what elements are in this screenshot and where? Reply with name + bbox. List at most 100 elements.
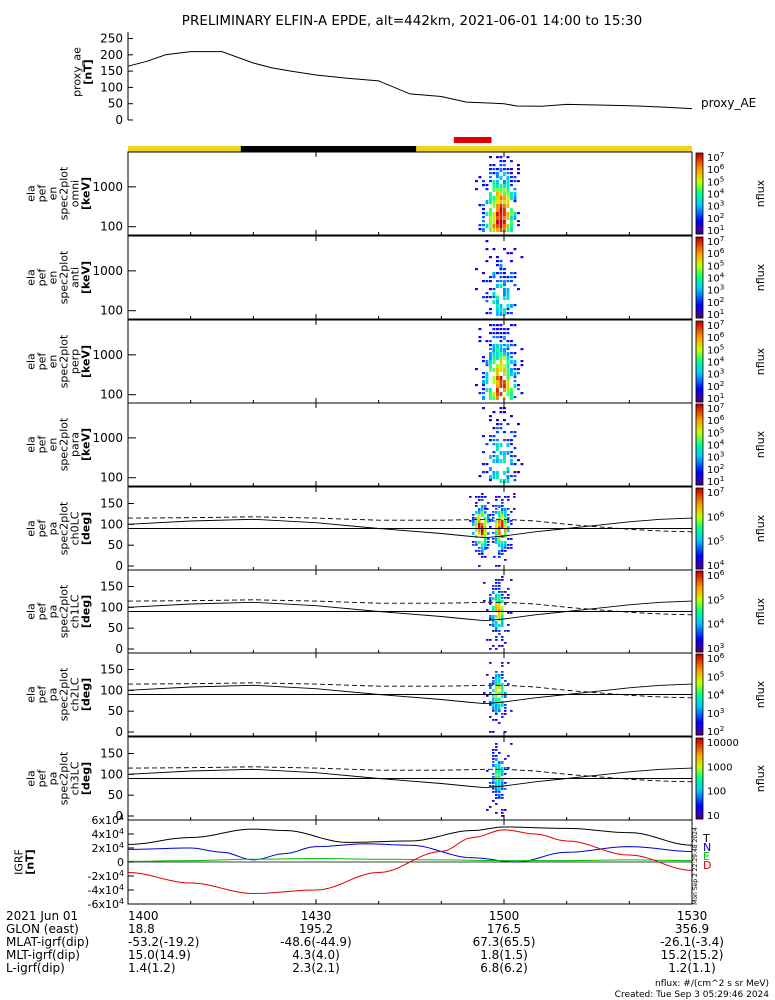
- colorbar-cell: [696, 315, 703, 319]
- spectrogram-cell: [492, 216, 496, 220]
- pitch-cell: [501, 550, 504, 552]
- spectrogram-cell: [499, 176, 503, 180]
- spectrogram-cell: [485, 300, 489, 303]
- colorbar-cell: [696, 500, 703, 503]
- loss-cone-line: [127, 600, 693, 622]
- pitch-cell: [507, 594, 510, 596]
- colorbar-cell: [696, 373, 703, 377]
- ephemeris-value: -48.6(-44.9): [280, 935, 351, 949]
- pitch-cell: [495, 565, 498, 567]
- spectrogram-cell: [489, 356, 492, 360]
- igrf-ytick-label: -2x104: [87, 869, 124, 883]
- pitch-cell: [507, 612, 510, 614]
- spectrogram-cell: [506, 328, 510, 331]
- colorbar-cell: [696, 391, 703, 395]
- spectrogram-cell: [496, 260, 499, 263]
- ephemeris-value: 2.3(2.1): [292, 961, 340, 975]
- ae-ytick-label: 150: [100, 64, 123, 78]
- pitch-cell: [498, 797, 501, 799]
- igrf-ytick-label: 4x104: [91, 827, 124, 841]
- spectrogram-cell: [499, 356, 503, 360]
- spectrogram-cell: [482, 376, 485, 379]
- spectrogram-cell: [517, 212, 520, 215]
- colorbar-cell: [696, 619, 703, 623]
- pitch-cell: [484, 526, 487, 529]
- panel-ylabel-line: ela: [25, 269, 38, 286]
- pitch-cell: [492, 588, 495, 590]
- pitch-cell: [498, 692, 501, 695]
- colorbar-cell: [696, 666, 703, 669]
- colorbar-cell: [696, 794, 703, 798]
- spectrogram-cell: [503, 164, 506, 167]
- colorbar-tick-label: 105: [707, 342, 724, 356]
- spectrogram-cell: [489, 180, 492, 183]
- spectrogram-cell: [503, 188, 506, 192]
- colorbar-tick-label: 103: [707, 641, 724, 655]
- colorbar-cell: [696, 808, 703, 812]
- pitch-cell: [504, 496, 507, 498]
- panel-ylabel-line: ela: [25, 353, 38, 370]
- spectrogram-cell: [510, 439, 513, 442]
- spectrogram-cell: [482, 435, 485, 438]
- pitch-cell: [495, 803, 498, 805]
- spectrogram-cell: [496, 443, 499, 447]
- pitch-cell: [478, 517, 481, 520]
- pitch-cell: [486, 508, 489, 510]
- spectrogram-cell: [489, 164, 492, 167]
- pitch-cell: [501, 600, 504, 603]
- pitch-ytick-label: 0: [115, 809, 123, 823]
- spectrogram-cell: [485, 200, 489, 204]
- pitch-cell: [501, 541, 504, 544]
- spectrogram-cell: [510, 168, 513, 171]
- spectrogram-cell: [489, 392, 492, 396]
- spectrogram-cell: [475, 188, 478, 191]
- colorbar-cell: [696, 684, 703, 687]
- pitch-cell: [501, 609, 504, 612]
- pitch-cell: [501, 520, 504, 523]
- colorbar-cell: [696, 323, 703, 326]
- colorbar-cell: [696, 688, 703, 691]
- colorbar-cell: [696, 436, 703, 439]
- spectrogram-cell: [513, 471, 517, 474]
- spectrogram-cell: [489, 364, 492, 368]
- colorbar-tick-label: 101: [707, 391, 724, 405]
- pitch-cell: [495, 788, 498, 791]
- pitch-cell: [475, 529, 478, 532]
- colorbar-tick-label: 105: [707, 592, 724, 606]
- spectrogram-cell: [506, 344, 510, 348]
- spectrogram-cell: [492, 459, 496, 463]
- colorbar-cell: [696, 213, 703, 217]
- ae-ytick-label: 100: [100, 80, 123, 94]
- spectrogram-cell: [482, 407, 485, 410]
- pitch-cell: [498, 770, 501, 773]
- spectrogram-cell: [517, 459, 520, 462]
- spectrogram-cell: [496, 156, 499, 159]
- spectrogram-cell: [492, 380, 496, 384]
- pitch-cell: [498, 680, 501, 683]
- pitch-cell: [492, 683, 495, 685]
- pitch-cell: [504, 544, 507, 547]
- panel-ylabel-line: en: [47, 355, 60, 369]
- ephemeris-value: 15.2(15.2): [661, 948, 724, 962]
- spectrogram-cell: [485, 380, 489, 384]
- panel-frame: [127, 319, 693, 404]
- spectrogram-cell: [475, 180, 478, 183]
- pitch-cell: [495, 680, 498, 683]
- pitch-cell: [492, 731, 495, 733]
- status-bar: [128, 137, 692, 152]
- spectrogram-cell: [485, 240, 489, 243]
- colorbar-frame: [695, 653, 704, 736]
- colorbar-cell: [696, 367, 703, 371]
- pitch-cell: [489, 597, 492, 600]
- ephemeris-row-label: MLT-igrf(dip): [6, 948, 80, 962]
- colorbar-cell: [696, 528, 703, 532]
- pitch-cell: [513, 496, 516, 498]
- pitch-cell: [495, 767, 498, 770]
- colorbar-cell: [696, 790, 703, 794]
- spectrogram-cell: [503, 344, 506, 347]
- colorbar-tick-label: 101: [707, 474, 724, 488]
- colorbar-tick-label: 104: [707, 688, 725, 702]
- pitch-cell: [501, 499, 504, 501]
- spectrogram-cell: [499, 376, 503, 380]
- colorbar-label: nflux: [754, 597, 767, 625]
